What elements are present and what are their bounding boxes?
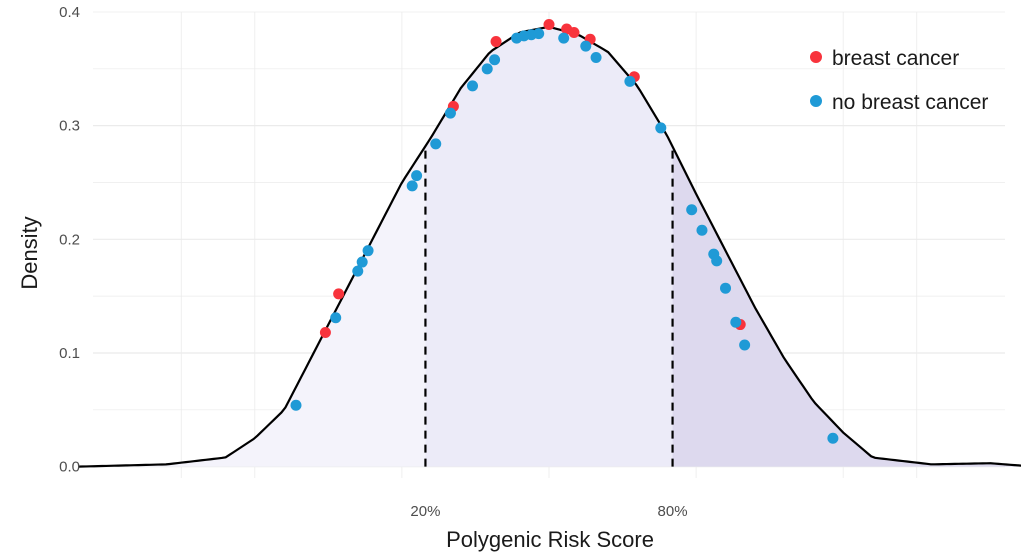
shaded-areas [78,26,1021,467]
y-tick-label: 0.1 [59,345,80,362]
density-curve-layer [78,25,1021,468]
x-axis-title: Polygenic Risk Score [446,527,654,552]
data-point-breast-cancer [568,26,580,38]
data-points [290,19,839,444]
y-axis-title: Density [17,216,42,289]
data-point-breast-cancer [319,327,331,339]
shaded-region-2 [672,146,1021,467]
data-point-no-breast-cancer [739,339,751,351]
data-point-no-breast-cancer [686,204,698,216]
data-point-no-breast-cancer [406,180,418,192]
x-tick-label: 20% [410,503,440,520]
data-point-no-breast-cancer [489,54,501,66]
shaded-region-1 [425,26,673,467]
data-point-no-breast-cancer [655,122,667,134]
legend: breast cancer no breast cancer [810,47,988,114]
density-curve [78,25,1021,468]
legend-label-no-breast-cancer: no breast cancer [832,91,988,114]
data-point-no-breast-cancer [481,63,493,75]
data-point-no-breast-cancer [356,256,368,268]
data-point-no-breast-cancer [590,51,602,63]
x-tick-label: 80% [658,503,688,520]
data-point-no-breast-cancer [411,170,423,182]
shaded-region-0 [78,146,426,467]
data-point-breast-cancer [543,19,555,31]
legend-marker-breast-cancer [810,51,822,63]
legend-label-breast-cancer: breast cancer [832,47,959,70]
data-point-no-breast-cancer [558,32,570,44]
y-tick-label: 0.4 [59,4,80,21]
data-point-no-breast-cancer [624,75,636,87]
data-point-no-breast-cancer [444,107,456,119]
data-point-no-breast-cancer [827,432,839,444]
data-point-no-breast-cancer [352,265,364,277]
y-tick-label: 0.3 [59,118,80,135]
data-point-no-breast-cancer [730,316,742,328]
percentile-lines [424,146,674,467]
data-point-no-breast-cancer [696,224,708,236]
data-point-no-breast-cancer [362,245,374,257]
data-point-breast-cancer [490,36,502,48]
y-axis-ticks: 0.0 0.1 0.2 0.3 0.4 [59,4,80,476]
data-point-no-breast-cancer [711,255,723,267]
data-point-no-breast-cancer [430,138,442,150]
data-point-no-breast-cancer [330,312,342,324]
data-point-no-breast-cancer [720,282,732,294]
x-axis-ticks: 20% 80% [410,503,687,520]
data-point-no-breast-cancer [580,40,592,52]
legend-marker-no-breast-cancer [810,95,822,107]
y-tick-label: 0.0 [59,459,80,476]
data-point-no-breast-cancer [467,80,479,92]
data-point-breast-cancer [333,288,345,300]
y-tick-label: 0.2 [59,231,80,248]
data-point-no-breast-cancer [533,28,545,40]
data-point-no-breast-cancer [290,399,302,411]
